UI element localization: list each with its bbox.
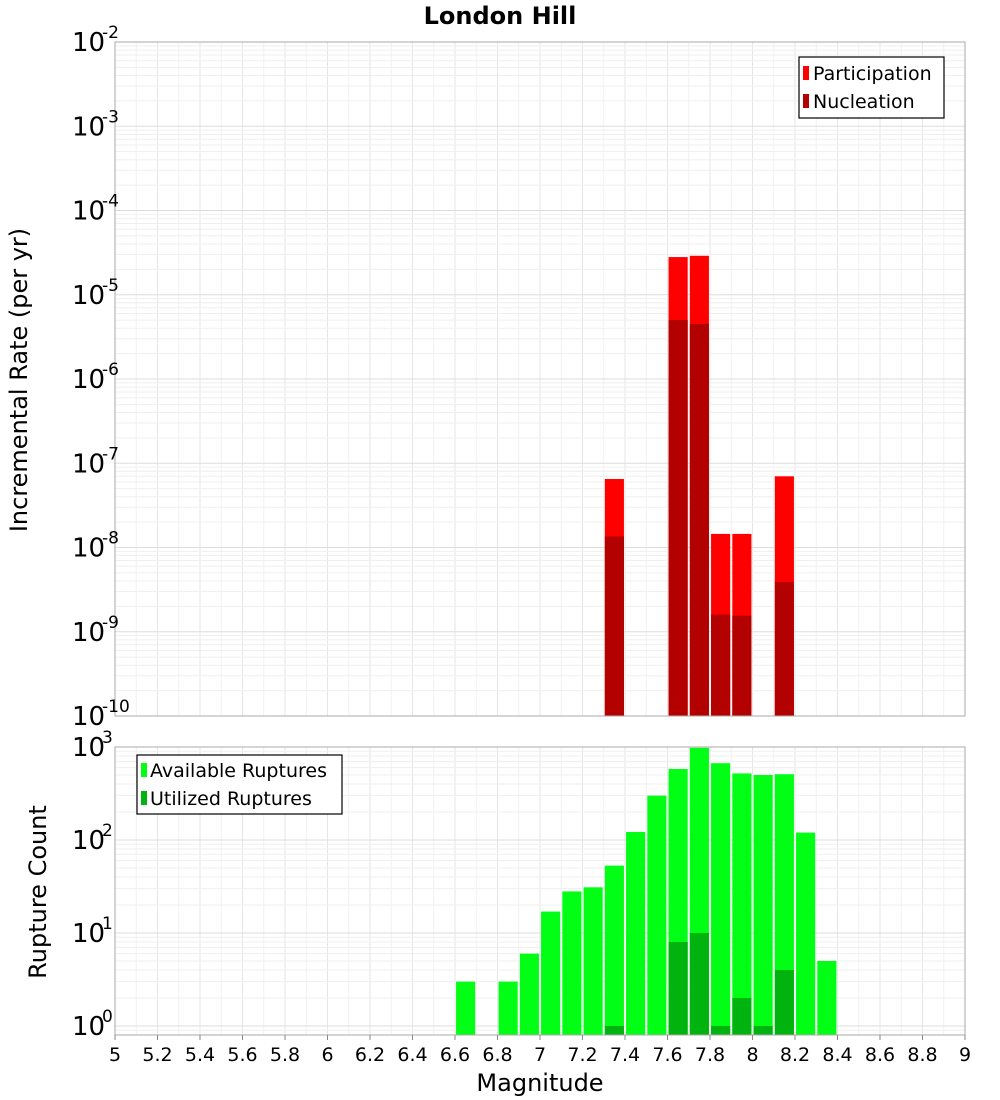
bottom-legend: Available Ruptures Utilized Ruptures [136,754,343,815]
y-tick-exponent: 1 [102,914,113,934]
x-tick-label: 5.8 [270,1044,300,1066]
bottom-bar-available-ruptures [774,774,794,1035]
bottom-bar-available-ruptures [541,911,561,1035]
y-tick-label: 10 [72,197,105,227]
legend-label-participation: Participation [813,63,932,85]
y-tick-label: 10 [72,1012,105,1042]
bottom-bar-utilized-ruptures [689,932,709,1035]
x-tick-label: 7 [534,1044,546,1066]
top-legend-box [798,56,945,119]
bottom-bar-available-ruptures [796,832,816,1035]
legend-label-nucleation: Nucleation [813,91,915,113]
y-tick-label: 10 [72,365,105,395]
legend-swatch-participation [803,66,809,80]
y-tick-label: 10 [72,281,105,311]
x-tick-labels: 5 5.2 5.4 5.6 5.8 6 6.2 6.4 6.6 6.8 7 7.2 7.4 7.6 7.8 8… [109,1035,971,1066]
bottom-bar-utilized-ruptures [668,942,688,1035]
y-tick-exponent: 0 [102,1007,113,1027]
x-tick-label: 5 [109,1044,121,1066]
y-tick-exponent: -9 [102,613,119,633]
x-tick-label: 7.2 [567,1044,597,1066]
top-bar-nucleation [689,323,709,716]
top-bars [604,255,794,716]
y-tick-label: 10 [72,28,105,58]
x-tick-label: 8.4 [822,1044,852,1066]
top-bar-nucleation [711,614,731,716]
y-tick-label: 10 [72,702,105,732]
y-tick-exponent: 3 [102,728,113,748]
y-tick-exponent: -5 [102,276,119,296]
y-tick-label: 10 [72,112,105,142]
y-tick-label: 10 [72,826,105,856]
bottom-bar-available-ruptures [711,763,731,1035]
bottom-bar-utilized-ruptures [604,1025,624,1035]
y-tick-exponent: -3 [102,107,119,127]
y-tick-label: 10 [72,449,105,479]
y-tick-label: 10 [72,733,105,763]
bottom-bar-utilized-ruptures [753,1025,773,1035]
bottom-bar-utilized-ruptures [711,1025,731,1035]
y-tick-exponent: -4 [102,192,119,212]
y-tick-label: 10 [72,534,105,564]
y-tick-label: 10 [72,618,105,648]
x-tick-label: 5.6 [227,1044,257,1066]
bottom-bar-available-ruptures [753,774,773,1035]
y-tick-exponent: 2 [102,821,113,841]
top-bar-nucleation [604,536,624,716]
chart-title: London Hill [424,2,577,30]
x-tick-label: 7.8 [695,1044,725,1066]
x-tick-label: 6.6 [440,1044,470,1066]
y-tick-exponent: -6 [102,360,119,380]
top-y-axis-label: Incremental Rate (per yr) [5,228,33,532]
top-legend: Participation Nucleation [798,56,945,119]
x-tick-label: 6.2 [355,1044,385,1066]
bottom-bar-available-ruptures [583,887,603,1035]
bottom-bar-available-ruptures [498,981,518,1035]
x-tick-label: 7.4 [610,1044,640,1066]
bottom-bar-available-ruptures [562,891,582,1035]
top-plot-frame [114,41,966,717]
legend-label-available: Available Ruptures [150,760,327,782]
x-tick-label: 6.4 [397,1044,427,1066]
bottom-bar-available-ruptures [456,981,476,1035]
bottom-bar-available-ruptures [732,773,752,1035]
x-tick-label: 8.8 [907,1044,937,1066]
bottom-bar-utilized-ruptures [774,969,794,1035]
bottom-bar-available-ruptures [817,960,837,1035]
top-y-tick-labels: 10-210-310-410-510-610-710-810-910-10 [72,23,130,732]
bottom-bar-utilized-ruptures [732,997,752,1035]
bottom-legend-box [136,754,343,815]
bottom-bar-available-ruptures [647,795,667,1035]
x-tick-label: 9 [959,1044,971,1066]
x-tick-label: 6 [321,1044,333,1066]
bottom-bars [456,747,837,1035]
y-tick-exponent: -7 [102,444,119,464]
bottom-bar-available-ruptures [519,953,539,1035]
legend-label-utilized: Utilized Ruptures [150,788,312,810]
bottom-bar-available-ruptures [626,831,646,1035]
x-tick-label: 7.6 [652,1044,682,1066]
bottom-bar-available-ruptures [604,865,624,1035]
x-tick-label: 8.2 [780,1044,810,1066]
legend-swatch-utilized [141,791,147,805]
y-tick-exponent: -2 [102,23,119,43]
x-tick-label: 5.4 [185,1044,215,1066]
x-axis-label: Magnitude [476,1069,603,1097]
y-tick-label: 10 [72,919,105,949]
top-bar-nucleation [732,615,752,716]
y-tick-exponent: -10 [102,697,130,717]
top-bar-nucleation [668,320,688,716]
legend-swatch-available [141,763,147,777]
x-tick-label: 8 [746,1044,758,1066]
x-tick-label: 6.8 [482,1044,512,1066]
x-tick-label: 5.2 [142,1044,172,1066]
top-gridlines [114,41,966,717]
y-tick-exponent: -8 [102,529,119,549]
top-bar-nucleation [774,581,794,716]
bottom-y-axis-label: Rupture Count [24,805,52,979]
x-tick-label: 8.6 [865,1044,895,1066]
legend-swatch-nucleation [803,94,809,108]
